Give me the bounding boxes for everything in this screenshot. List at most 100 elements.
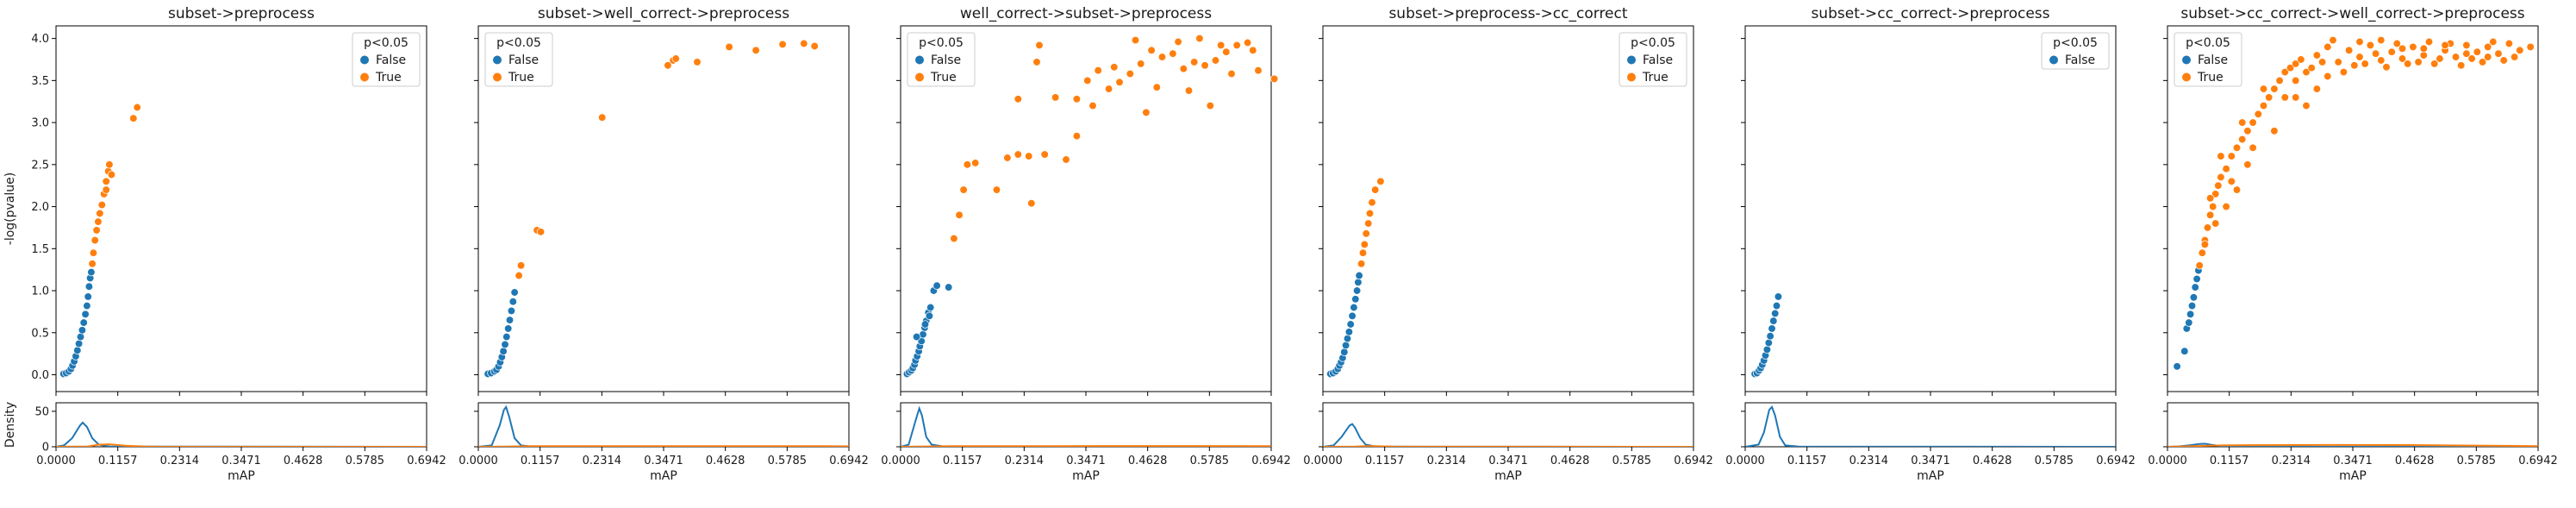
scatter-point-true <box>92 226 101 235</box>
x-tick-label: 0.0000 <box>36 455 76 467</box>
scatter-point-true <box>1376 177 1385 185</box>
scatter-point-true <box>2430 60 2439 68</box>
legend-box <box>1619 32 1687 87</box>
scatter-point-true <box>2457 61 2466 70</box>
x-axis-label: mAP <box>1917 469 1944 483</box>
x-axis-label: mAP <box>650 469 677 483</box>
scatter-point-true <box>2280 93 2289 102</box>
scatter-point-false <box>87 267 96 277</box>
scatter-point-true <box>1222 47 1231 56</box>
scatter-point-true <box>2424 37 2434 47</box>
scatter-point-true <box>1360 240 1369 249</box>
scatter-point-false <box>1341 341 1350 350</box>
scatter-point-true <box>1126 69 1134 78</box>
x-tick-label: 0.5785 <box>2035 455 2074 467</box>
legend-label-false: False <box>1643 53 1673 67</box>
x-tick-label: 0.5785 <box>346 455 385 467</box>
x-tick-label: 0.6942 <box>829 455 869 467</box>
scatter-point-true <box>88 260 97 268</box>
legend: p<0.05 False True <box>907 32 976 87</box>
scatter-point-true <box>1227 69 1236 78</box>
scatter-point-true <box>2286 64 2295 72</box>
x-tick-label: 0.4628 <box>1550 455 1590 467</box>
scatter-point-true <box>2494 49 2503 58</box>
scatter-point-false <box>1350 303 1358 312</box>
x-tick-label: 0.5785 <box>1190 455 1230 467</box>
scatter-point-false <box>502 332 511 342</box>
scatter-point-true <box>2232 185 2242 194</box>
scatter-point-true <box>1358 248 1368 257</box>
scatter-point-false <box>78 326 87 335</box>
scatter-point-false <box>2173 362 2181 371</box>
scatter-point-true <box>2323 42 2332 52</box>
scatter-point-false <box>932 281 941 290</box>
scatter-point-false <box>74 339 84 348</box>
density-frame <box>55 402 427 448</box>
scatter-point-false <box>945 283 953 292</box>
scatter-point-false <box>1769 317 1778 325</box>
panel-5: subset->cc_correct->preprocess p<0.05 Fals… <box>1725 5 2136 483</box>
x-tick-label: 0.5785 <box>768 455 808 467</box>
x-tick-label: 0.1157 <box>943 455 982 467</box>
scatter-point-true <box>2377 56 2386 65</box>
scatter-point-true <box>1211 56 1220 65</box>
scatter-point-false <box>1344 328 1354 336</box>
scatter-point-false <box>1355 271 1363 280</box>
x-tick-label: 0.4628 <box>1128 455 1168 467</box>
scatter-point-true <box>2270 85 2279 93</box>
scatter-point-true <box>94 217 103 226</box>
x-tick-label: 0.5785 <box>1612 455 1652 467</box>
x-tick-label: 0.0000 <box>1725 455 1765 467</box>
scatter-point-false <box>2192 274 2201 284</box>
scatter-point-true <box>2489 37 2498 47</box>
x-tick-label: 0.2314 <box>2272 455 2311 467</box>
scatter-point-true <box>2217 152 2225 160</box>
scatter-point-true <box>2238 118 2247 127</box>
panel-title: subset->cc_correct->preprocess <box>1811 5 2049 22</box>
legend-marker-true <box>915 72 924 82</box>
scatter-point-false <box>1343 334 1352 343</box>
scatter-point-false <box>84 292 92 301</box>
scatter-point-true <box>2259 85 2268 93</box>
x-tick-label: 0.0000 <box>1303 455 1343 467</box>
scatter-point-false <box>81 310 90 318</box>
scatter-point-false <box>505 316 515 324</box>
scatter-point-true <box>516 261 526 270</box>
scatter-point-true <box>2297 55 2305 64</box>
scatter-point-true <box>1027 199 1036 208</box>
scatter-point-true <box>800 39 808 48</box>
x-axis-label: mAP <box>2339 469 2367 483</box>
scatter-point-true <box>2211 190 2220 198</box>
scatter-point-true <box>1003 154 1012 162</box>
scatter-point-true <box>1152 83 1161 91</box>
legend: p<0.05 False True <box>2174 32 2242 87</box>
y-tick-label: 4.0 <box>31 33 49 46</box>
scatter-point-true <box>1051 93 1060 102</box>
scatter-point-true <box>1184 86 1194 95</box>
x-tick-label: 0.6942 <box>2096 455 2136 467</box>
x-tick-label: 0.6942 <box>1674 455 1713 467</box>
scatter-point-false <box>510 288 519 297</box>
x-tick-label: 0.3471 <box>1066 455 1106 467</box>
scatter-point-true <box>2292 76 2300 85</box>
density-curve-true <box>2167 443 2538 447</box>
scatter-point-true <box>2484 53 2492 61</box>
density-y-tick-label: 0 <box>42 442 49 455</box>
x-tick-label: 0.2314 <box>160 455 200 467</box>
scatter-point-true <box>963 160 972 169</box>
panel-4: subset->preprocess->cc_correct p<0.05 Fals… <box>1303 5 1713 483</box>
scatter-point-true <box>2249 143 2257 152</box>
scatter-point-true <box>2200 240 2210 249</box>
scatter-point-true <box>2366 41 2375 50</box>
panel-title: well_correct->subset->preprocess <box>960 5 1212 22</box>
y-tick-label: 3.5 <box>31 75 49 88</box>
scatter-point-true <box>2334 58 2342 66</box>
legend-box <box>2174 32 2242 87</box>
scatter-point-false <box>1354 278 1363 286</box>
legend-box <box>352 32 421 87</box>
scatter-point-true <box>1032 58 1041 66</box>
scatter-point-true <box>2214 181 2223 190</box>
scatter-point-true <box>2516 46 2524 54</box>
scatter-point-true <box>810 41 819 51</box>
